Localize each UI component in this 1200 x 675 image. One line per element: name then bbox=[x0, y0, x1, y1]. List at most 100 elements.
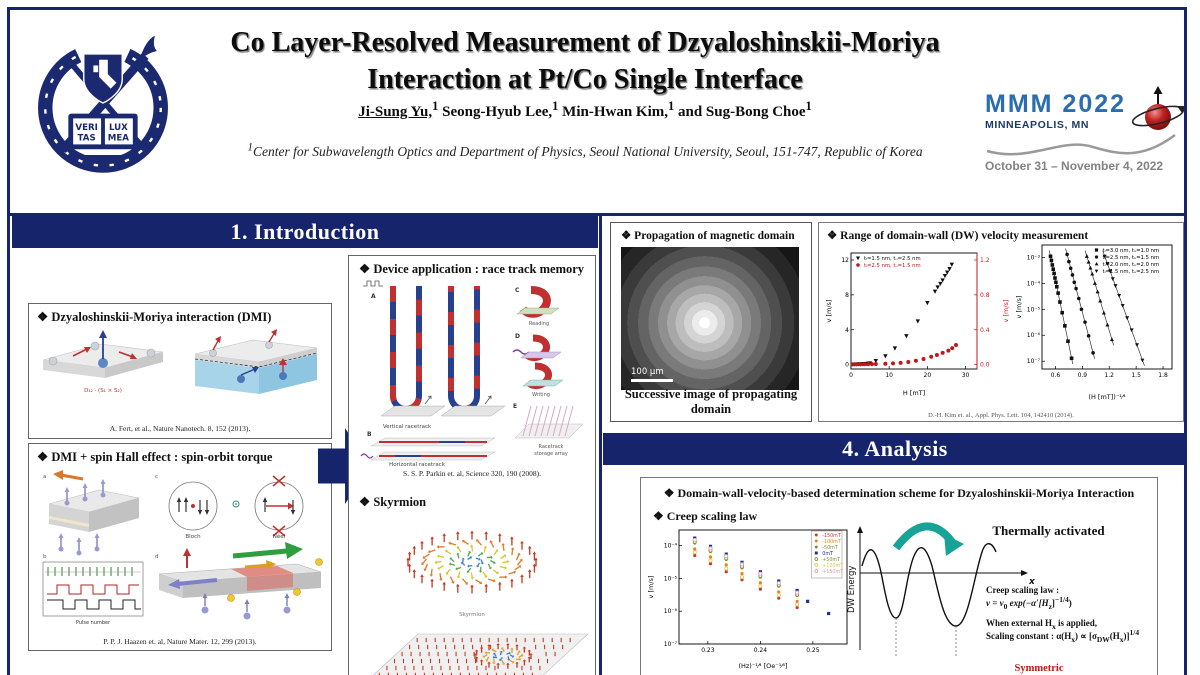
svg-text:Vertical racetrack: Vertical racetrack bbox=[383, 424, 432, 430]
scalebar-line bbox=[631, 379, 673, 382]
frame-left bbox=[7, 7, 10, 675]
svg-text:0: 0 bbox=[845, 362, 849, 369]
svg-text:Writing: Writing bbox=[532, 392, 550, 398]
header-divider bbox=[7, 213, 1187, 216]
svg-text:20: 20 bbox=[924, 372, 932, 379]
svg-text:A: A bbox=[371, 293, 376, 300]
snu-logo: VERI TAS LUX MEA bbox=[38, 35, 168, 173]
dmi-formula: D₁₂ · (S₁ × S₂) bbox=[84, 388, 122, 394]
x-axis-label: x bbox=[1028, 577, 1036, 587]
svg-text:TAS: TAS bbox=[78, 134, 96, 144]
dw-range-panel: ❖ Range of domain-wall (DW) velocity mea… bbox=[818, 222, 1184, 422]
svg-text:+150mT: +150mT bbox=[822, 569, 843, 575]
svg-text:10⁻⁶: 10⁻⁶ bbox=[664, 608, 678, 615]
svg-text:E: E bbox=[513, 403, 517, 410]
mmm-globe-icon bbox=[1131, 86, 1185, 130]
frame-right bbox=[1184, 7, 1187, 675]
svg-text:10⁻⁵: 10⁻⁵ bbox=[664, 575, 678, 582]
domain-caption: Successive image of propagating domain bbox=[624, 387, 798, 416]
range-panel-title: ❖ Range of domain-wall (DW) velocity mea… bbox=[827, 230, 1089, 242]
creep-law-title: ❖ Creep scaling law bbox=[653, 509, 758, 523]
svg-text:0.23: 0.23 bbox=[701, 647, 715, 654]
svg-text:tₗ=1.5 nm, tᵤ=2.5 nm: tₗ=1.5 nm, tᵤ=2.5 nm bbox=[864, 256, 921, 262]
svg-text:10⁻⁷: 10⁻⁷ bbox=[1027, 358, 1041, 365]
authors: Ji-Sung Yu,1 Seong-Hyub Lee,1 Min-Hwan K… bbox=[358, 99, 812, 120]
svg-text:10⁻⁴: 10⁻⁴ bbox=[1027, 280, 1041, 287]
dmi-panel-title: ❖ Dzyaloshinskii-Moriya interaction (DMI… bbox=[37, 310, 272, 324]
mmm-swoosh-icon bbox=[986, 133, 1176, 156]
thermally-activated-label: Thermally activated bbox=[992, 523, 1105, 538]
svg-text:-100mT: -100mT bbox=[822, 539, 841, 545]
svg-text:MEA: MEA bbox=[108, 134, 130, 144]
skyrmion-label: Skyrmion bbox=[459, 612, 485, 618]
snu-motto-text: VERI bbox=[75, 123, 98, 133]
skyrmion-figure: Skyrmion bbox=[372, 530, 589, 675]
mmm-logo: MMM 2022 MINNEAPOLIS, MN October 31 – No… bbox=[985, 90, 1183, 173]
mmm-dates: October 31 – November 4, 2022 bbox=[985, 159, 1164, 173]
scalebar: 100 μm bbox=[631, 367, 673, 382]
svg-text:1.2: 1.2 bbox=[980, 257, 990, 264]
svg-text:1.2: 1.2 bbox=[1104, 372, 1114, 379]
section-analysis-title: 4. Analysis bbox=[842, 436, 948, 461]
device-citation: S. S. P. Parkin et. al, Science 320, 190… bbox=[403, 469, 541, 478]
svg-text:10⁻⁶: 10⁻⁶ bbox=[1027, 332, 1041, 339]
domain-image: 100 μm bbox=[621, 247, 799, 390]
symmetric-label: Symmetric bbox=[1014, 663, 1064, 674]
svg-text:+50mT: +50mT bbox=[822, 557, 840, 563]
svg-text:10⁻³: 10⁻³ bbox=[1027, 254, 1041, 261]
creep-law-formula: Creep scaling law : v = v0 exp(−α′[Hz]−1… bbox=[986, 585, 1140, 644]
svg-text:0: 0 bbox=[849, 372, 853, 379]
svg-text:30: 30 bbox=[962, 372, 970, 379]
frame-top bbox=[7, 7, 1187, 10]
svg-text:4: 4 bbox=[845, 327, 849, 334]
column-divider bbox=[599, 213, 602, 675]
svg-text:LUX: LUX bbox=[109, 123, 128, 133]
mmm-city: MINNEAPOLIS, MN bbox=[985, 119, 1090, 131]
svg-text:d: d bbox=[155, 554, 159, 560]
chart-creep-scaling: 0.23 0.24 0.25 10⁻⁷ 10⁻⁶ 10⁻⁵ 10⁻⁴ (Hz)⁻¹⁄⁴ [Oe… bbox=[647, 529, 848, 670]
chart-dw-creep-log: 0.6 0.9 1.2 1.5 1.8 10⁻⁷ 10⁻⁶ 10⁻⁵ 10⁻⁴ 10⁻³ (H [m… bbox=[1015, 244, 1173, 401]
svg-text:0.4: 0.4 bbox=[980, 327, 990, 334]
svg-text:+100mT: +100mT bbox=[822, 563, 843, 569]
svg-text:0.9: 0.9 bbox=[1078, 372, 1088, 379]
svg-text:Racetrack: Racetrack bbox=[539, 444, 564, 450]
device-panel-title: ❖ Device application : race track memory bbox=[359, 262, 585, 276]
svg-text:(Hz)⁻¹⁄⁴ [Oe⁻¹⁄⁴]: (Hz)⁻¹⁄⁴ [Oe⁻¹⁄⁴] bbox=[738, 662, 787, 670]
poster-title: Co Layer-Resolved Measurement of Dzyalos… bbox=[230, 27, 940, 95]
svg-text:0.25: 0.25 bbox=[806, 647, 820, 654]
svg-text:1.5: 1.5 bbox=[1131, 372, 1141, 379]
svg-text:tₗ=1.5 nm, tᵤ=2.5 nm: tₗ=1.5 nm, tᵤ=2.5 nm bbox=[1103, 269, 1160, 275]
svg-text:0.24: 0.24 bbox=[754, 647, 768, 654]
skyrmion-title: ❖ Skyrmion bbox=[359, 495, 427, 509]
svg-text:0.0: 0.0 bbox=[980, 362, 990, 369]
svg-text:12: 12 bbox=[841, 257, 849, 264]
svg-text:10⁻⁷: 10⁻⁷ bbox=[664, 641, 678, 648]
chart-dw-velocity: 0 10 20 30 0 4 8 12 0.0 0.4 0.8 1.2 v [m/s] H [mT] v [… bbox=[825, 252, 1010, 397]
svg-text:(H [mT])⁻¹⁄⁴: (H [mT])⁻¹⁄⁴ bbox=[1088, 393, 1126, 401]
neel-label: Néel bbox=[273, 533, 286, 540]
range-citation: D.-H. Kim et. al., Appl. Phys. Lett. 104… bbox=[928, 412, 1074, 419]
section-intro-banner: 1. Introduction bbox=[12, 215, 598, 248]
svg-text:-150mT: -150mT bbox=[822, 533, 841, 539]
svg-text:0.8: 0.8 bbox=[980, 292, 990, 299]
svg-text:v [m/s]: v [m/s] bbox=[1015, 296, 1023, 319]
domain-propagation-panel: ❖ Propagation of magnetic domain 100 μm … bbox=[610, 222, 812, 422]
svg-text:0.6: 0.6 bbox=[1051, 372, 1061, 379]
svg-text:1.8: 1.8 bbox=[1158, 372, 1168, 379]
sot-citation: P. P. J. Haazen et. al, Nature Mater. 12… bbox=[103, 637, 257, 646]
device-panel: ❖ Device application : race track memory… bbox=[348, 255, 596, 675]
svg-text:Reading: Reading bbox=[529, 321, 549, 327]
section-intro-title: 1. Introduction bbox=[230, 219, 380, 244]
svg-text:v [m/s]: v [m/s] bbox=[647, 576, 655, 599]
svg-text:10⁻⁵: 10⁻⁵ bbox=[1027, 306, 1041, 313]
svg-text:tₗ=2.5 nm, tᵤ=1.5 nm: tₗ=2.5 nm, tᵤ=1.5 nm bbox=[1103, 255, 1160, 261]
svg-text:v [m/s]: v [m/s] bbox=[1002, 300, 1010, 323]
dw-energy-axis-label: DW Energy bbox=[847, 566, 857, 613]
svg-text:v [m/s]: v [m/s] bbox=[825, 300, 833, 323]
svg-text:C: C bbox=[515, 287, 520, 294]
dw-energy-figure: DW Energy x bbox=[847, 522, 1036, 658]
sot-panel: ❖ DMI + spin Hall effect : spin-orbit to… bbox=[28, 443, 332, 651]
dmi-figure: D₁₂ · (S₁ × S₂) bbox=[42, 329, 318, 394]
svg-text:H [mT]: H [mT] bbox=[903, 389, 925, 397]
